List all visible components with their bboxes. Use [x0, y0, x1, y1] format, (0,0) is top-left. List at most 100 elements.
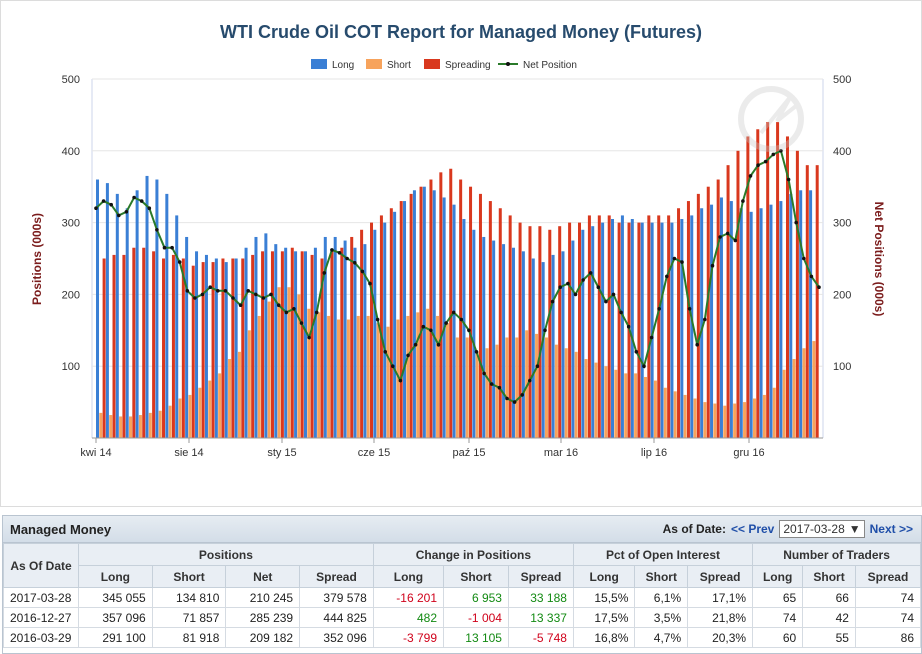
net-position-point	[360, 269, 365, 274]
bar-long	[135, 190, 139, 438]
cell-tr-long: 74	[752, 607, 804, 628]
col-chg-spread: Spread	[507, 565, 574, 588]
net-position-point	[337, 251, 342, 255]
cell-tr-long: 65	[752, 587, 804, 608]
net-position-point	[566, 281, 570, 286]
bar-long	[472, 229, 476, 438]
bar-short	[752, 398, 756, 438]
bar-spreading	[785, 136, 789, 438]
net-position-point	[299, 321, 304, 325]
net-position-point	[109, 202, 113, 207]
bar-long	[412, 190, 416, 438]
bar-spreading	[657, 215, 661, 438]
bar-spreading	[686, 201, 690, 438]
bar-spreading	[152, 251, 156, 438]
net-position-point	[155, 228, 159, 232]
net-position-point	[368, 281, 372, 286]
net-position-point	[779, 149, 783, 153]
cell-pct-spread: 20,3%	[687, 627, 754, 648]
net-position-point	[467, 328, 471, 333]
prev-date-link[interactable]: << Prev	[730, 522, 775, 536]
net-position-point	[718, 235, 722, 239]
chart-svg: WTI Crude Oil COT Report for Managed Mon…	[30, 22, 886, 459]
y-tick-label-right: 400	[833, 146, 851, 158]
bar-spreading	[488, 201, 492, 438]
bar-long	[145, 175, 149, 438]
col-group-traders: Number of Traders	[752, 543, 921, 566]
legend-item-long[interactable]: Long	[311, 59, 354, 71]
bar-short	[297, 294, 301, 438]
net-position-point	[132, 195, 136, 200]
bar-short	[119, 416, 123, 438]
bar-short	[673, 391, 677, 438]
bar-short	[138, 415, 142, 438]
bar-short	[465, 337, 469, 438]
bars	[96, 122, 819, 439]
chart-title: WTI Crude Oil COT Report for Managed Mon…	[220, 22, 702, 42]
bar-short	[198, 387, 202, 438]
bar-long	[541, 262, 545, 438]
legend: Long Short Spreading Net Position	[311, 59, 577, 71]
bar-spreading	[132, 247, 136, 438]
net-position-point	[756, 163, 760, 167]
bar-short	[257, 315, 261, 438]
legend-item-net-position[interactable]: Net Position	[498, 60, 577, 71]
net-position-point	[649, 335, 654, 340]
bar-long	[739, 208, 743, 438]
bar-short	[495, 344, 499, 438]
net-position-point	[269, 292, 273, 297]
bar-long	[561, 251, 565, 438]
net-position-point	[459, 317, 464, 322]
legend-item-spreading[interactable]: Spreading	[424, 59, 491, 71]
bar-spreading	[548, 229, 552, 438]
legend-item-short[interactable]: Short	[366, 59, 411, 71]
bar-long	[115, 193, 119, 438]
cell-chg-short: -1 004	[443, 607, 509, 628]
bar-short	[644, 376, 648, 438]
net-position-point	[193, 296, 197, 300]
bar-spreading	[637, 222, 641, 438]
cell-pos-long: 345 055	[78, 587, 153, 608]
chevron-down-icon: ▼	[848, 522, 861, 536]
cell-chg-short: 6 953	[443, 587, 509, 608]
col-pos-spread: Spread	[299, 565, 374, 588]
bar-spreading	[201, 262, 205, 438]
bar-spreading	[419, 186, 423, 438]
cell-pos-long: 357 096	[78, 607, 153, 628]
bar-spreading	[578, 222, 581, 438]
bar-short	[574, 351, 578, 438]
bar-long	[700, 208, 704, 438]
bar-spreading	[429, 179, 433, 438]
bar-short	[624, 373, 628, 438]
bar-long	[313, 247, 317, 438]
net-position-point	[802, 256, 806, 261]
bar-short	[515, 337, 519, 438]
col-group-pct-oi: Pct of Open Interest	[572, 543, 754, 566]
bar-spreading	[310, 254, 314, 438]
bar-spreading	[756, 129, 760, 438]
cell-pos-short: 134 810	[151, 587, 227, 608]
bar-long	[343, 240, 347, 438]
x-tick-label: paź 15	[452, 447, 485, 459]
panel-title: Managed Money	[10, 522, 112, 537]
bar-spreading	[191, 265, 195, 438]
bar-spreading	[389, 208, 393, 438]
bar-spreading	[617, 222, 621, 438]
bar-spreading	[241, 258, 245, 438]
y-tick-label-right: 500	[833, 74, 851, 86]
col-pos-net: Net	[225, 565, 301, 588]
x-tick-label: kwi 14	[80, 447, 111, 459]
table-row: 2017-03-28 345 055 134 810 210 245 379 5…	[3, 587, 922, 608]
bar-spreading	[350, 236, 354, 438]
cell-pos-spread: 352 096	[299, 627, 374, 648]
x-tick-label: sty 15	[267, 447, 296, 459]
cell-chg-spread: -5 748	[507, 627, 574, 648]
date-select[interactable]: 2017-03-28 ▼	[779, 520, 865, 538]
svg-text:Spreading: Spreading	[445, 60, 491, 71]
net-position-point	[375, 317, 380, 322]
net-position-point	[642, 364, 646, 369]
y-tick-label-left: 300	[62, 218, 80, 230]
bar-spreading	[508, 215, 512, 438]
next-date-link[interactable]: Next >>	[869, 522, 913, 536]
bar-short	[247, 330, 251, 438]
